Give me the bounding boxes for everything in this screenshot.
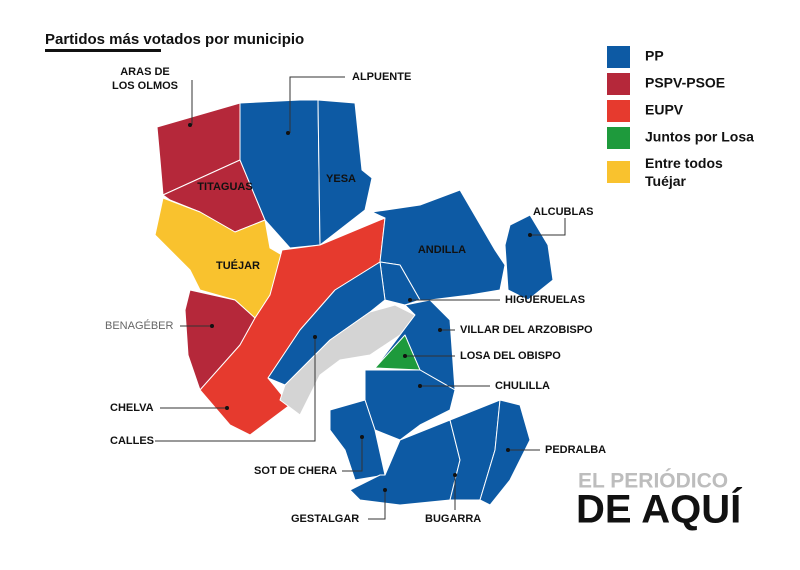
municipality-label: CHULILLA	[495, 380, 550, 392]
leader-dot	[225, 406, 229, 410]
municipality-label: ANDILLA	[418, 244, 466, 256]
logo-top: EL PERIÓDICO	[578, 469, 728, 493]
leader-dot	[506, 448, 510, 452]
municipality-label: ALPUENTE	[352, 71, 411, 83]
leader-dot	[360, 435, 364, 439]
leader-dot	[453, 473, 457, 477]
legend-label: Entre todos Tuéjar	[645, 155, 723, 189]
municipality-label: BUGARRA	[425, 513, 481, 525]
labels: ARAS DE LOS OLMOS ALPUENTE TITAGUAS YESA TUÉJ…	[105, 66, 606, 525]
legend-swatch	[607, 73, 630, 95]
leader-dot	[438, 328, 442, 332]
legend-swatch	[607, 161, 630, 183]
logo-bottom: DE AQUÍ	[576, 487, 742, 532]
region	[504, 214, 554, 301]
title-underline	[45, 49, 161, 52]
legend-label: PP	[645, 48, 664, 64]
legend-label: Juntos por Losa	[645, 129, 754, 145]
region	[279, 304, 416, 416]
leader-line	[368, 490, 386, 520]
municipality-label: LOSA DEL OBISPO	[460, 350, 561, 362]
legend: PP PSPV-PSOE EUPV Juntos por Losa Entre todo…	[607, 46, 754, 189]
legend-label: PSPV-PSOE	[645, 75, 725, 91]
legend-label: EUPV	[645, 102, 684, 118]
municipality-label: ARAS DE LOS OLMOS	[112, 66, 178, 92]
leader-dot	[286, 131, 290, 135]
municipality-label: CALLES	[110, 435, 154, 447]
leader-line	[342, 437, 363, 472]
region	[329, 399, 386, 481]
title: Partidos más votados por municipio	[45, 31, 304, 48]
region	[479, 399, 531, 506]
municipality-label: YESA	[326, 173, 356, 185]
region	[374, 334, 421, 371]
municipality-label: BENAGÉBER	[105, 319, 174, 332]
municipality-label: GESTALGAR	[291, 513, 359, 525]
leader-dot	[418, 384, 422, 388]
municipality-label: ALCUBLAS	[533, 206, 594, 218]
leader-dot	[188, 123, 192, 127]
municipality-label: SOT DE CHERA	[254, 465, 337, 477]
leader-dot	[313, 335, 317, 339]
leader-line	[289, 76, 345, 133]
municipality-label: CHELVA	[110, 402, 154, 414]
legend-swatch	[607, 46, 630, 68]
legend-swatch	[607, 127, 630, 149]
municipality-label: TITAGUAS	[197, 181, 252, 193]
leader-dot	[210, 324, 214, 328]
region	[349, 419, 461, 506]
municipality-label: PEDRALBA	[545, 444, 606, 456]
municipality-label: HIGUERUELAS	[505, 294, 585, 306]
municipality-label: TUÉJAR	[216, 259, 260, 272]
leader-line	[530, 218, 566, 236]
leader-dot	[408, 298, 412, 302]
leader-line	[155, 337, 316, 442]
regions	[154, 99, 554, 506]
leader-dot	[383, 488, 387, 492]
legend-swatch	[607, 100, 630, 122]
leader-dot	[528, 233, 532, 237]
municipality-label: VILLAR DEL ARZOBISPO	[460, 324, 593, 336]
leader-dot	[403, 354, 407, 358]
